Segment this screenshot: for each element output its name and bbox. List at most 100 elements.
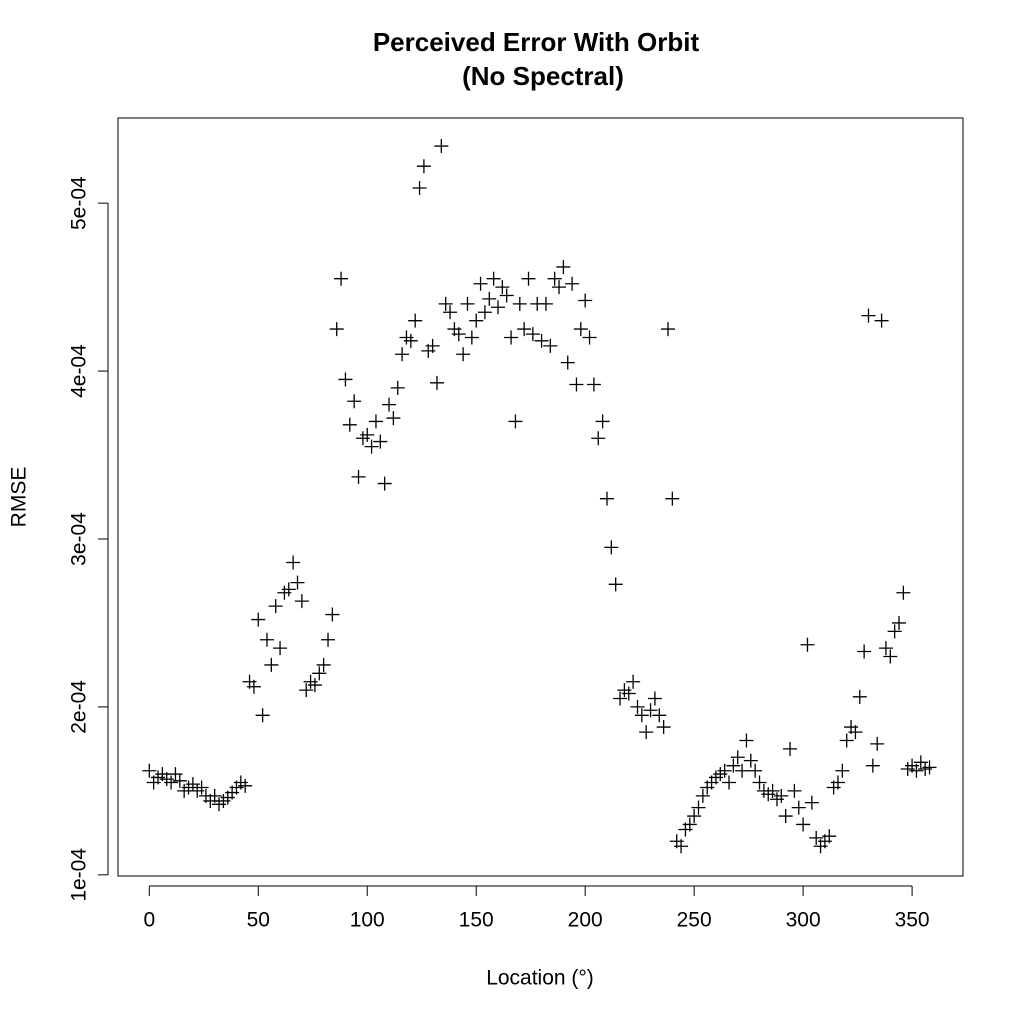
x-tick-label: 150: [459, 909, 494, 932]
point: [525, 327, 540, 342]
point: [621, 686, 636, 701]
point: [482, 291, 497, 306]
point: [547, 271, 562, 286]
point: [290, 575, 305, 590]
point: [556, 259, 571, 274]
point: [691, 800, 706, 815]
point: [342, 417, 357, 432]
point: [852, 689, 867, 704]
point: [726, 758, 741, 773]
point: [390, 380, 405, 395]
point: [791, 800, 806, 815]
point: [538, 296, 553, 311]
point: [830, 775, 845, 790]
point: [316, 657, 331, 672]
point: [896, 585, 911, 600]
point: [865, 758, 880, 773]
point: [477, 305, 492, 320]
point: [643, 703, 658, 718]
point: [443, 305, 458, 320]
point: [438, 296, 453, 311]
point: [268, 599, 283, 614]
point: [674, 839, 689, 854]
point: [604, 540, 619, 555]
x-axis-label: Location (°): [486, 967, 594, 990]
point: [765, 783, 780, 798]
point: [334, 271, 349, 286]
point: [395, 347, 410, 362]
point: [517, 322, 532, 337]
point: [325, 607, 340, 622]
chart-subtitle: (No Spectral): [462, 61, 624, 91]
point: [565, 276, 580, 291]
point: [878, 641, 893, 656]
point: [682, 817, 697, 832]
point: [787, 783, 802, 798]
point: [660, 322, 675, 337]
point: [238, 778, 253, 793]
point: [464, 330, 479, 345]
y-tick-label: 1e-04: [68, 848, 91, 902]
point: [552, 280, 567, 295]
x-tick-label: 300: [786, 909, 821, 932]
point: [351, 469, 366, 484]
point: [425, 338, 440, 353]
x-tick-label: 0: [143, 909, 155, 932]
chart-title: Perceived Error With Orbit: [373, 27, 700, 57]
point: [386, 411, 401, 426]
point: [364, 439, 379, 454]
point: [294, 594, 309, 609]
point: [652, 708, 667, 723]
point: [469, 313, 484, 328]
point: [639, 725, 654, 740]
point: [796, 817, 811, 832]
point: [299, 683, 314, 698]
point: [207, 788, 222, 803]
point: [822, 829, 837, 844]
point: [429, 375, 444, 390]
point: [752, 775, 767, 790]
point: [543, 338, 558, 353]
point: [656, 720, 671, 735]
y-tick-label: 5e-04: [68, 176, 91, 230]
point: [255, 708, 270, 723]
point: [495, 280, 510, 295]
point: [839, 733, 854, 748]
point: [800, 637, 815, 652]
point: [804, 795, 819, 810]
plot-frame: [117, 117, 964, 877]
point: [408, 313, 423, 328]
x-tick-label: 200: [568, 909, 603, 932]
point: [687, 809, 702, 824]
point: [491, 300, 506, 315]
point: [569, 377, 584, 392]
point: [722, 775, 737, 790]
point: [451, 327, 466, 342]
point: [281, 582, 296, 597]
point: [783, 741, 798, 756]
point: [922, 760, 937, 775]
point: [647, 691, 662, 706]
point: [368, 414, 383, 429]
point: [874, 313, 889, 328]
point: [730, 750, 745, 765]
point: [434, 139, 449, 154]
point: [665, 491, 680, 506]
y-axis-label: RMSE: [8, 467, 31, 528]
point: [870, 736, 885, 751]
point: [512, 296, 527, 311]
point: [630, 699, 645, 714]
point: [591, 431, 606, 446]
point: [534, 333, 549, 348]
point: [857, 644, 872, 659]
point: [748, 763, 763, 778]
point: [586, 377, 601, 392]
point: [809, 830, 824, 845]
point: [739, 733, 754, 748]
point: [347, 394, 362, 409]
y-tick-label: 4e-04: [68, 344, 91, 398]
point: [560, 355, 575, 370]
point: [582, 330, 597, 345]
point: [264, 657, 279, 672]
point: [338, 372, 353, 387]
